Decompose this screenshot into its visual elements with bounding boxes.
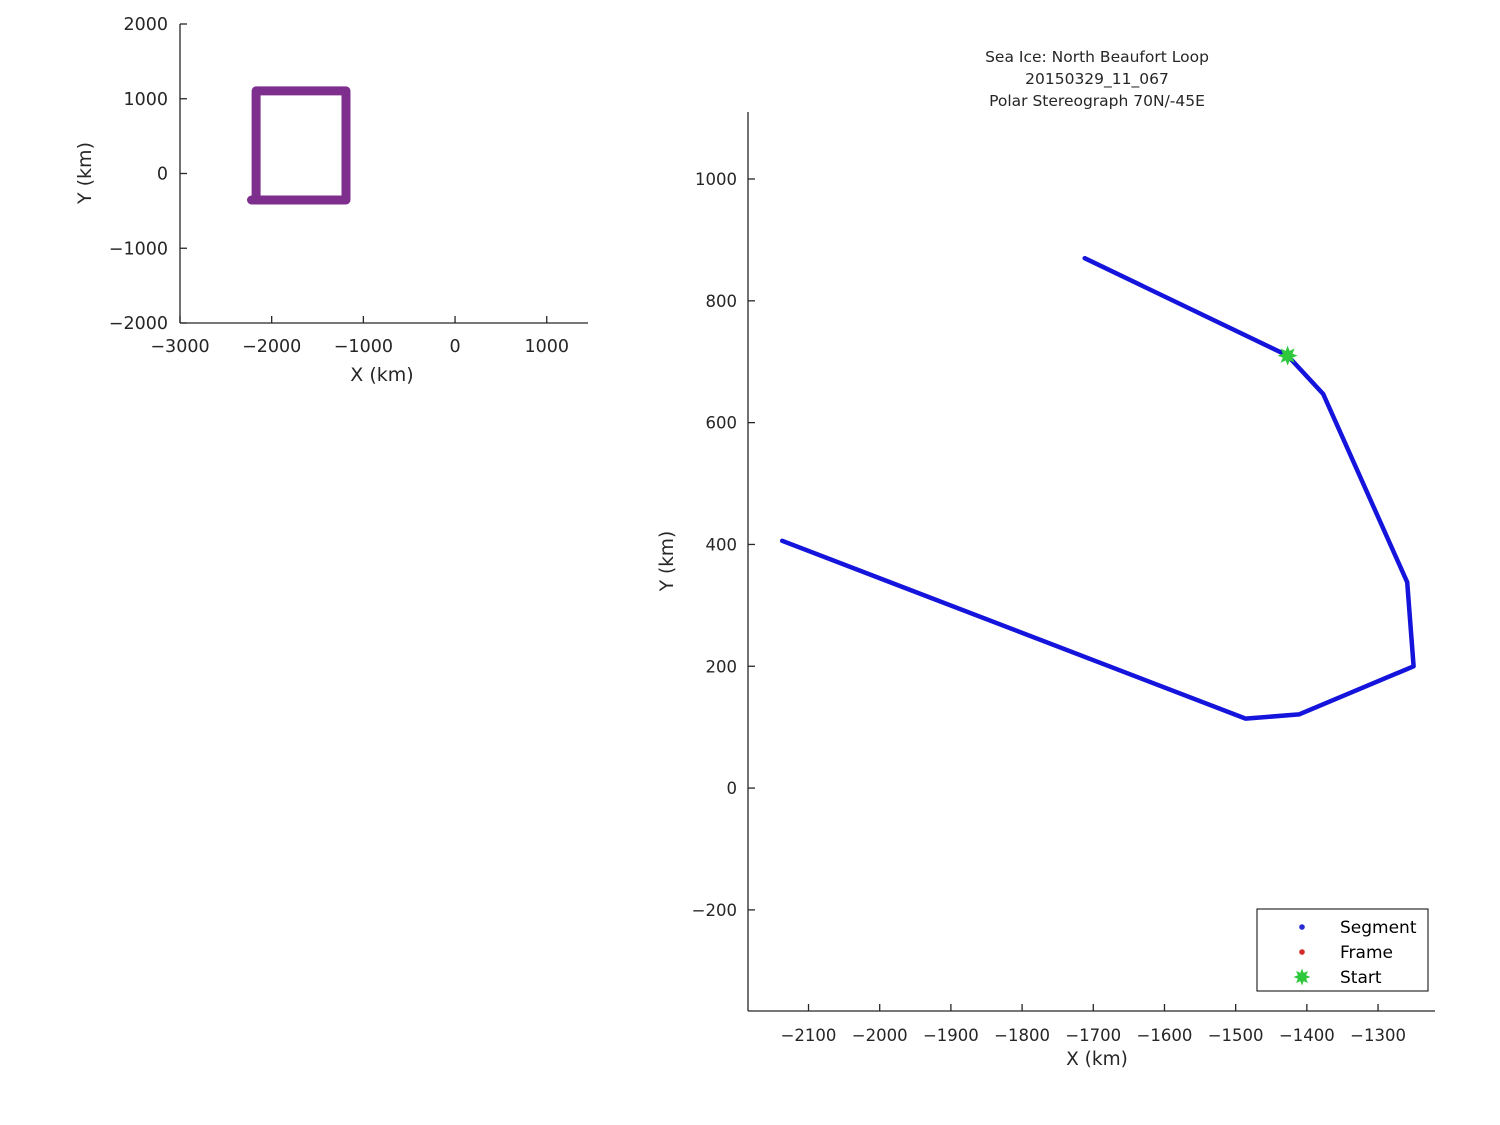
- legend-label: Frame: [1340, 943, 1393, 963]
- main-plot-title: Sea Ice: North Beaufort Loop 20150329_11…: [897, 46, 1297, 112]
- x-tick-label: −3000: [150, 337, 209, 357]
- y-tick-label: 1000: [123, 90, 168, 110]
- x-tick-label: −1400: [1279, 1026, 1335, 1045]
- y-tick-label: −1000: [109, 239, 168, 259]
- y-tick-label: −200: [692, 901, 737, 920]
- y-tick-label: 600: [706, 414, 738, 433]
- overview-map: −3000 −2000 −1000 0 1000 −2000 −1000 0 1000 2000: [109, 15, 588, 357]
- x-tick-label: 1000: [524, 337, 569, 357]
- region-outline: [247, 86, 351, 205]
- y-tick-label: 0: [157, 165, 168, 185]
- segment-path: [779, 255, 1416, 721]
- trajectory-plot: −2100 −2000 −1900 −1800 −1700 −1600 −1500 −1400…: [692, 112, 1435, 1045]
- x-tick-label: −2000: [852, 1026, 908, 1045]
- x-tick-label: −1700: [1065, 1026, 1121, 1045]
- y-tick-label: −2000: [109, 314, 168, 334]
- y-tick-label: 2000: [123, 15, 168, 35]
- legend-box: [1256, 908, 1429, 992]
- legend-label: Segment: [1340, 918, 1417, 938]
- x-tick-label: −2100: [781, 1026, 837, 1045]
- x-tick-label: 0: [449, 337, 460, 357]
- title-line-2: 20150329_11_067: [1025, 70, 1169, 88]
- x-tick-label: −1600: [1137, 1026, 1193, 1045]
- title-line-1: Sea Ice: North Beaufort Loop: [985, 48, 1209, 66]
- x-tick-label: −1900: [923, 1026, 979, 1045]
- x-tick-label: −1000: [334, 337, 393, 357]
- y-tick-label: 200: [706, 657, 738, 676]
- main-x-axis-label: X (km): [1066, 1049, 1128, 1070]
- title-line-3: Polar Stereograph 70N/-45E: [989, 92, 1205, 110]
- overview-y-axis-label: Y (km): [74, 142, 96, 204]
- x-tick-label: −1300: [1350, 1026, 1406, 1045]
- y-tick-label: 1000: [695, 170, 737, 189]
- x-tick-label: −1800: [994, 1026, 1050, 1045]
- y-tick-label: 400: [706, 535, 738, 554]
- legend-marker-frame-dot-icon: [1299, 949, 1305, 955]
- x-tick-label: −2000: [242, 337, 301, 357]
- y-tick-label: 800: [706, 292, 738, 311]
- legend-marker-segment-dot-icon: [1299, 924, 1305, 930]
- start-marker: [1277, 345, 1298, 366]
- legend-label: Start: [1340, 968, 1382, 988]
- legend-marker-start-star-icon: [1293, 968, 1311, 986]
- overview-x-axis-label: X (km): [350, 364, 414, 386]
- x-tick-label: −1500: [1208, 1026, 1264, 1045]
- y-tick-label: 0: [727, 779, 738, 798]
- main-y-axis-label: Y (km): [657, 530, 678, 592]
